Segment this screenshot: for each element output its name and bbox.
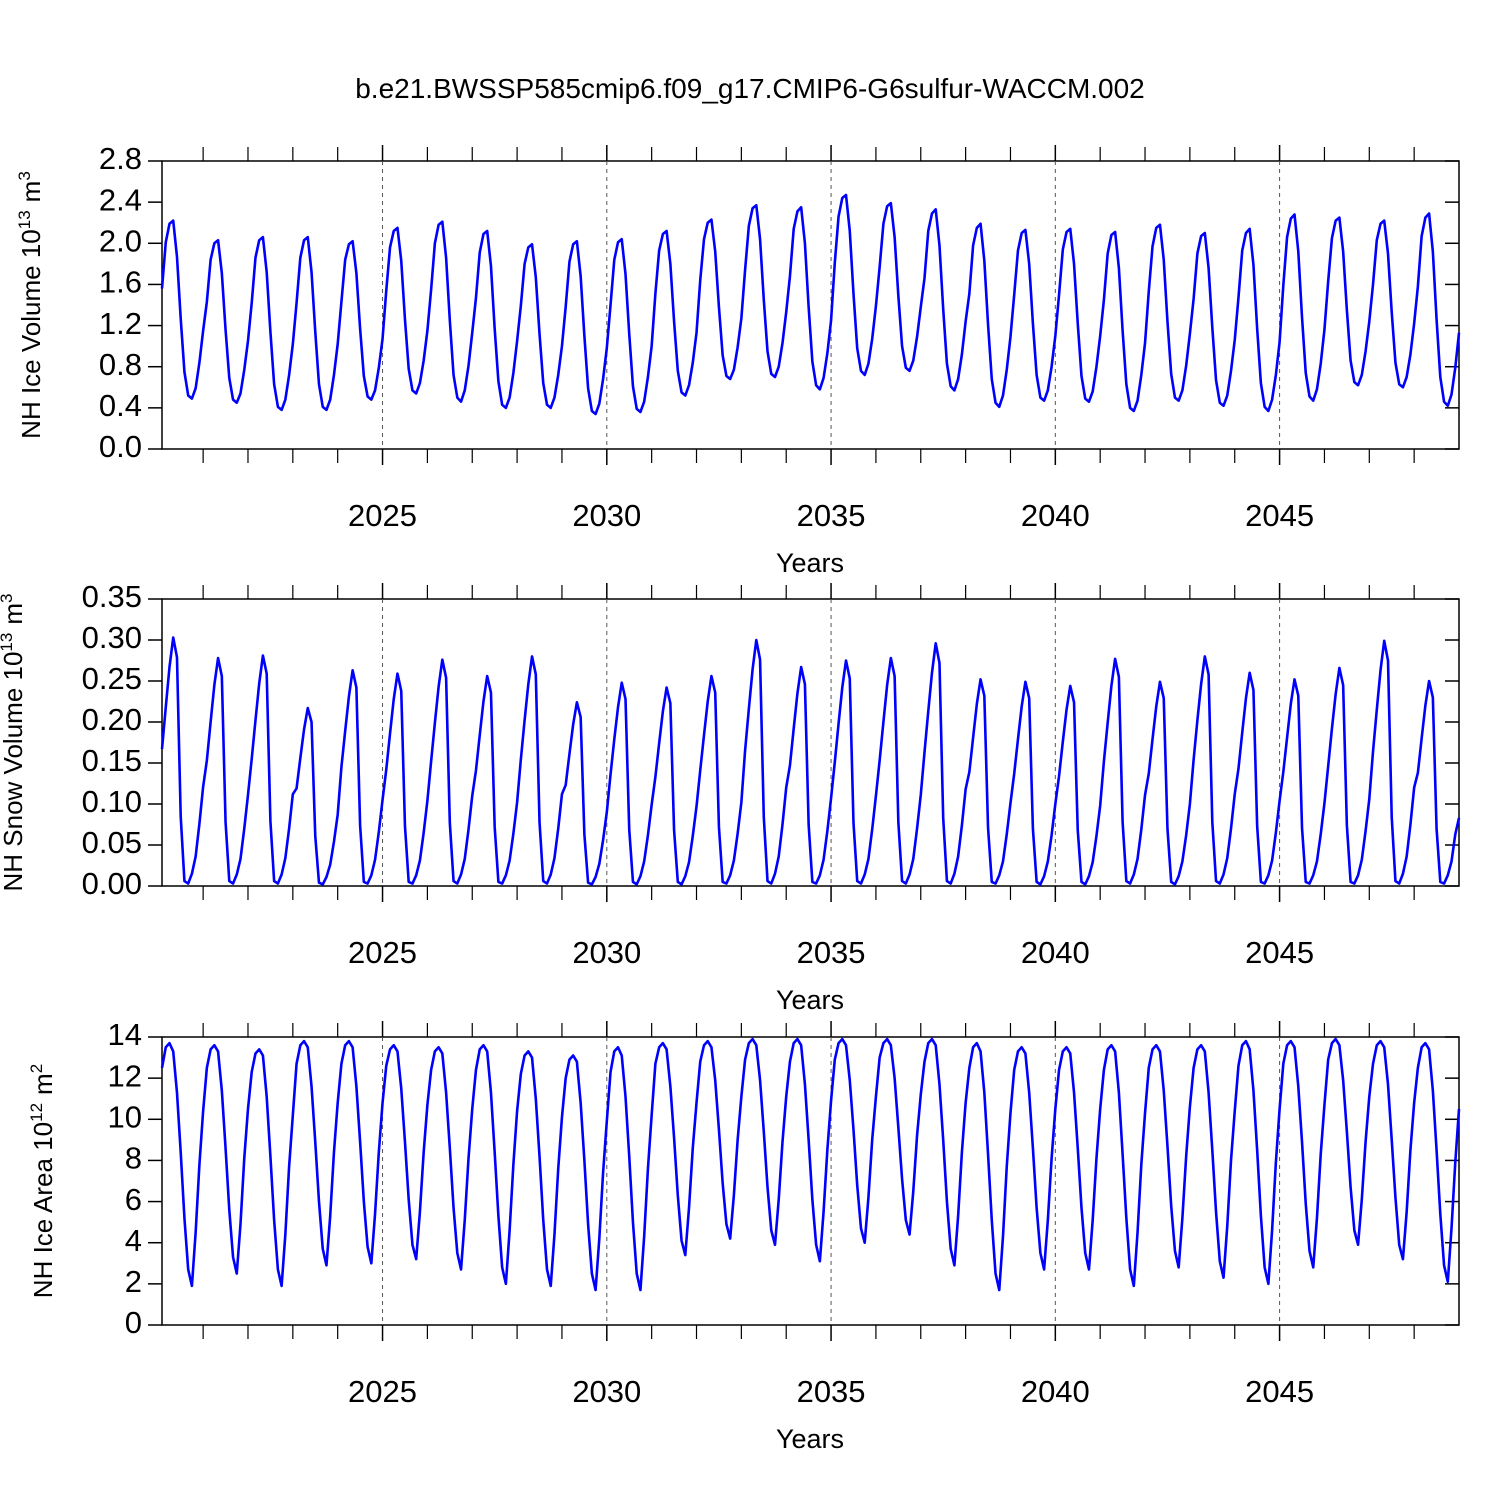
y-tick-label: 0.30 [82, 620, 142, 655]
y-tick-label: 2.4 [99, 182, 142, 217]
y-label-unit-exponent: 3 [0, 594, 16, 603]
x-tick-label: 2040 [1021, 1374, 1090, 1409]
y-label-unit-exponent: 2 [27, 1064, 46, 1073]
y-tick-label: 0.15 [82, 743, 142, 778]
x-axis-label: Years [776, 548, 844, 578]
y-label-exponent: 13 [0, 633, 16, 652]
y-tick-label: 2 [125, 1264, 142, 1299]
x-axis-label: Years [776, 985, 844, 1015]
x-tick-label: 2040 [1021, 498, 1090, 533]
x-axis-label: Years [776, 1424, 844, 1454]
y-tick-label: 0.00 [82, 866, 142, 901]
x-tick-label: 2045 [1245, 498, 1314, 533]
x-tick-label: 2045 [1245, 935, 1314, 970]
y-tick-label: 0.0 [99, 429, 142, 464]
x-tick-label: 2045 [1245, 1374, 1314, 1409]
x-tick-label: 2035 [797, 498, 866, 533]
plot-frame [161, 160, 1460, 450]
data-line [160, 193, 1461, 416]
data-line [160, 636, 1461, 886]
y-tick-label: 1.2 [99, 306, 142, 341]
y-tick-label: 2.0 [99, 223, 142, 258]
x-tick-label: 2030 [572, 498, 641, 533]
y-tick-label: 4 [125, 1223, 142, 1258]
y-tick-label: 8 [125, 1141, 142, 1176]
y-label-exponent: 12 [27, 1103, 46, 1122]
y-label-text: NH Snow Volume 10 [0, 652, 28, 892]
y-tick-label: 2.8 [99, 141, 142, 176]
y-axis-label: NH Ice Area 1012 m2 [27, 1064, 58, 1298]
x-tick-label: 2035 [797, 1374, 866, 1409]
y-label-exponent: 13 [15, 210, 34, 229]
y-label-unit: m [0, 603, 28, 625]
y-tick-label: 0.10 [82, 784, 142, 819]
y-tick-label: 1.6 [99, 265, 142, 300]
y-tick-label: 0.8 [99, 347, 142, 382]
y-axis-label: NH Snow Volume 1013 m3 [0, 594, 28, 892]
y-tick-label: 10 [108, 1099, 142, 1134]
y-tick-label: 12 [108, 1058, 142, 1093]
y-axis-label: NH Ice Volume 1013 m3 [15, 171, 46, 439]
x-tick-label: 2030 [572, 1374, 641, 1409]
x-tick-label: 2035 [797, 935, 866, 970]
data-line [160, 1037, 1461, 1292]
y-tick-label: 0.4 [99, 388, 142, 423]
y-label-unit-exponent: 3 [15, 171, 34, 180]
y-tick-label: 14 [108, 1017, 142, 1052]
y-label-unit: m [28, 1073, 58, 1095]
x-tick-label: 2025 [348, 1374, 417, 1409]
y-label-text: NH Ice Volume 10 [16, 229, 46, 439]
x-tick-label: 2030 [572, 935, 641, 970]
y-tick-label: 0.20 [82, 702, 142, 737]
y-tick-label: 0.25 [82, 661, 142, 696]
y-tick-label: 0.35 [82, 579, 142, 614]
y-tick-label: 0 [125, 1305, 142, 1340]
plot-frame [161, 1036, 1460, 1326]
x-tick-label: 2025 [348, 498, 417, 533]
x-tick-label: 2025 [348, 935, 417, 970]
y-label-text: NH Ice Area 10 [28, 1122, 58, 1298]
chart-title: b.e21.BWSSP585cmip6.f09_g17.CMIP6-G6sulf… [355, 73, 1145, 104]
y-tick-label: 0.05 [82, 825, 142, 860]
y-label-unit: m [16, 181, 46, 203]
y-tick-label: 6 [125, 1182, 142, 1217]
x-tick-label: 2040 [1021, 935, 1090, 970]
